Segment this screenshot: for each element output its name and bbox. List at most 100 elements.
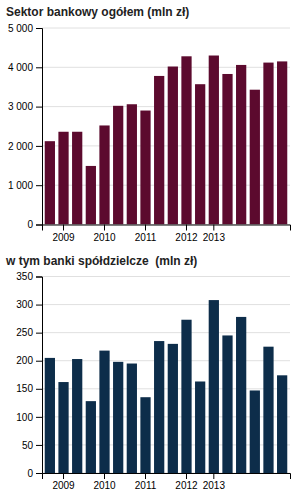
bar: [277, 375, 287, 473]
x-tick-mark: [145, 473, 146, 479]
y-tick-mark: [36, 361, 42, 362]
x-tick-mark: [104, 473, 105, 479]
y-tick-label: 150: [16, 383, 33, 394]
y-tick-mark: [36, 225, 42, 226]
bar: [58, 132, 68, 225]
bar: [236, 65, 246, 225]
grid: [42, 28, 290, 225]
bar: [45, 358, 55, 473]
y-tick-label: 350: [16, 271, 33, 282]
bar: [250, 390, 260, 473]
y-tick-mark: [36, 445, 42, 446]
x-tick-mark: [213, 473, 214, 479]
bar: [127, 364, 137, 473]
bar: [140, 111, 150, 225]
bar: [222, 335, 232, 473]
grid: [42, 277, 290, 474]
bar: [99, 125, 109, 224]
y-tick: 0: [27, 468, 42, 479]
y-tick: 300: [16, 299, 42, 310]
grid-line: [42, 67, 290, 68]
x-tick-mark: [186, 473, 187, 479]
x-tick: 2012: [175, 225, 198, 243]
y-tick: 100: [16, 412, 42, 423]
x-axis: 20092010201120122013: [43, 473, 291, 491]
bar: [113, 362, 123, 473]
y-tick: 350: [16, 271, 42, 282]
y-tick: 250: [16, 327, 42, 338]
y-tick-mark: [36, 333, 42, 334]
y-tick-label: 5 000: [8, 23, 33, 34]
y-tick-mark: [36, 146, 42, 147]
y-tick: 1 000: [8, 180, 42, 191]
bar: [181, 56, 191, 224]
y-tick-label: 1 000: [8, 180, 33, 191]
y-tick-mark: [36, 277, 42, 278]
y-tick-mark: [36, 305, 42, 306]
bar: [195, 84, 205, 224]
y-tick-label: 100: [16, 412, 33, 423]
y-tick: 50: [22, 440, 42, 451]
y-tick-label: 0: [27, 219, 33, 230]
x-tick: 2010: [93, 225, 116, 243]
y-axis-line: [36, 277, 43, 474]
bar: [86, 166, 96, 225]
x-tick-label: 2011: [135, 480, 157, 491]
y-tick-mark: [36, 67, 42, 68]
x-tick-label: 2010: [93, 232, 116, 243]
y-axis: 0 50 100 150 200 250 300 350: [16, 271, 42, 479]
y-tick: 200: [16, 355, 42, 366]
bar: [263, 347, 273, 473]
y-tick-label: 200: [16, 355, 33, 366]
bar: [222, 74, 232, 225]
bar: [113, 106, 123, 225]
y-tick-label: 50: [22, 440, 34, 451]
x-tick-label: 2013: [203, 480, 226, 491]
x-axis: 20092010201120122013: [43, 225, 291, 243]
y-tick-mark: [36, 389, 42, 390]
grid-line: [42, 276, 290, 277]
panel: 2009201020112012201305010015020025030035…: [5, 254, 291, 492]
y-tick-label: 4 000: [8, 62, 33, 73]
title: w tym banki spółdzielcze (mln zł): [5, 254, 197, 268]
x-tick-mark: [63, 225, 64, 231]
bar: [154, 341, 164, 473]
x-tick: 2012: [175, 473, 198, 491]
grid-line: [42, 304, 290, 305]
y-tick-mark: [36, 28, 42, 29]
x-tick-label: 2012: [175, 232, 198, 243]
y-tick-label: 3 000: [8, 101, 33, 112]
x-tick: 2009: [52, 225, 75, 243]
bar: [154, 76, 164, 225]
y-tick-label: 300: [16, 299, 33, 310]
grid-line: [42, 28, 290, 29]
bar: [209, 56, 219, 225]
x-axis-line: [43, 225, 291, 231]
x-tick: 2010: [93, 473, 116, 491]
x-tick-label: 2013: [203, 232, 226, 243]
y-tick: 2 000: [8, 141, 42, 152]
x-tick: 2011: [135, 473, 157, 491]
x-tick-mark: [104, 225, 105, 231]
x-tick-mark: [186, 225, 187, 231]
x-tick: 2013: [203, 473, 226, 491]
bar: [127, 104, 137, 224]
x-axis-line: [43, 474, 291, 480]
y-tick: 150: [16, 383, 42, 394]
y-tick-mark: [36, 417, 42, 418]
y-tick-mark: [36, 107, 42, 108]
bar: [236, 317, 246, 473]
x-tick-label: 2010: [93, 480, 116, 491]
grid-line: [42, 332, 290, 333]
bar: [263, 63, 273, 225]
bar: [209, 300, 219, 473]
x-tick-label: 2012: [175, 480, 198, 491]
x-tick: 2013: [203, 225, 226, 243]
y-tick: 5 000: [8, 23, 42, 34]
bars: [45, 56, 288, 225]
bar: [86, 401, 96, 473]
y-tick: 4 000: [8, 62, 42, 73]
bar: [250, 90, 260, 225]
x-tick-mark: [145, 225, 146, 231]
bar: [72, 132, 82, 225]
